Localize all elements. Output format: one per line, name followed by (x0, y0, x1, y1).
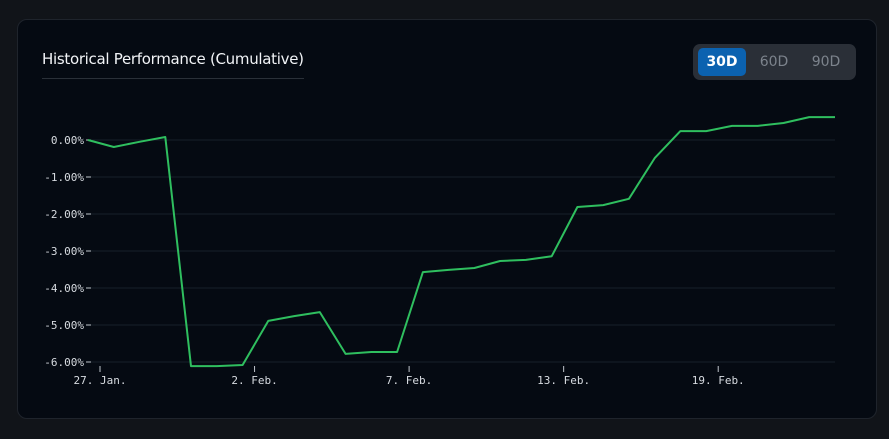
x-tick-label: 2. Feb. (231, 374, 277, 387)
y-tick-label: -5.00% (44, 319, 84, 332)
range-button[interactable]: 30D (698, 48, 746, 76)
line-series (87, 116, 835, 368)
y-tick-label: -4.00% (44, 282, 84, 295)
x-tick-label: 7. Feb. (386, 374, 432, 387)
x-tick-label: 13. Feb. (537, 374, 590, 387)
y-tick-label: -1.00% (44, 171, 84, 184)
y-tick-label: -6.00% (44, 356, 84, 369)
card: Historical Performance (Cumulative) 30D 6… (17, 19, 877, 419)
range-button[interactable]: 60D (759, 54, 789, 70)
chart-title: Historical Performance (Cumulative) (42, 50, 304, 79)
y-tick-label: 0.00% (51, 134, 84, 147)
y-tick-label: -2.00% (44, 208, 84, 221)
range-button[interactable]: 90D (811, 54, 841, 70)
x-tick-label: 27. Jan. (74, 374, 127, 387)
y-tick-label: -3.00% (44, 245, 84, 258)
x-tick-label: 19. Feb. (692, 374, 745, 387)
range-selector: 30D 60D 90D (693, 44, 856, 80)
